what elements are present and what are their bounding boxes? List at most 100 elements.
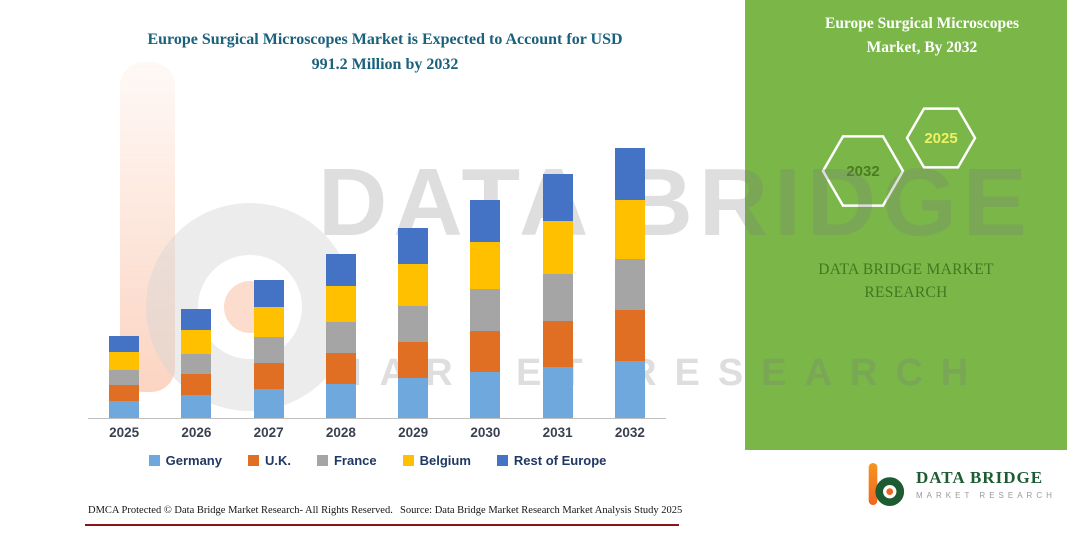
stacked-bar-2029	[398, 227, 429, 418]
bar-group-2026	[160, 309, 232, 418]
segment-germany-2026	[181, 395, 212, 418]
legend-swatch-u-k	[247, 455, 259, 466]
segment-belgium-2028	[325, 285, 356, 322]
dbmr-logo: DATA BRIDGE MARKET RESEARCH	[862, 460, 1056, 508]
segment-belgium-2026	[181, 329, 212, 354]
segment-rest-of-europe-2031	[542, 174, 573, 221]
x-axis-label-2029: 2029	[398, 425, 429, 440]
segment-rest-of-europe-2028	[325, 254, 356, 286]
segment-belgium-2030	[470, 241, 501, 290]
panel-title-line2: Market, By 2032	[866, 39, 978, 57]
segment-france-2027	[253, 336, 284, 363]
legend-label-france: France	[333, 453, 377, 468]
segment-u-k-2027	[253, 362, 284, 390]
stacked-bar-2028	[325, 254, 356, 418]
segment-belgium-2031	[542, 220, 573, 275]
legend-item-france: France	[316, 453, 377, 468]
segment-germany-2027	[253, 389, 284, 418]
segment-rest-of-europe-2029	[398, 227, 429, 264]
stacked-bar-chart	[88, 118, 666, 419]
bar-group-2031	[522, 174, 594, 418]
bar-group-2028	[305, 254, 377, 418]
segment-rest-of-europe-2032	[614, 148, 645, 200]
segment-u-k-2031	[542, 320, 573, 367]
legend-item-germany: Germany	[148, 453, 222, 468]
hexagon-2025	[905, 107, 977, 169]
panel-brand-text: DATA BRIDGE MARKET RESEARCH	[818, 261, 994, 302]
segment-france-2031	[542, 274, 573, 321]
legend-label-belgium: Belgium	[419, 453, 471, 468]
hexagon-badges: 2032 2025	[821, 107, 977, 207]
chart-title: Europe Surgical Microscopes Market is Ex…	[105, 28, 665, 78]
segment-rest-of-europe-2030	[470, 200, 501, 242]
dbmr-logo-text: DATA BRIDGE MARKET RESEARCH	[916, 468, 1056, 500]
x-axis-label-2025: 2025	[109, 425, 140, 440]
x-axis-label-2028: 2028	[325, 425, 356, 440]
legend-label-rest-of-europe: Rest of Europe	[513, 453, 607, 468]
segment-u-k-2029	[398, 341, 429, 378]
segment-u-k-2028	[325, 352, 356, 384]
legend-swatch-rest-of-europe	[496, 455, 508, 466]
legend-item-belgium: Belgium	[402, 453, 471, 468]
stacked-bar-2032	[614, 148, 645, 418]
segment-germany-2029	[398, 378, 429, 418]
footer-source-text: Source: Data Bridge Market Research Mark…	[400, 505, 683, 516]
segment-belgium-2027	[253, 306, 284, 337]
footer-dmca-text: DMCA Protected © Data Bridge Market Rese…	[88, 505, 393, 516]
x-axis-label-2026: 2026	[181, 425, 212, 440]
segment-u-k-2025	[109, 385, 140, 401]
logo-wordmark: DATA BRIDGE	[916, 468, 1044, 487]
bar-group-2029	[377, 227, 449, 418]
bar-group-2025	[88, 336, 160, 418]
bar-group-2027	[233, 280, 305, 418]
legend-label-germany: Germany	[165, 453, 222, 468]
legend-swatch-germany	[148, 455, 160, 466]
segment-france-2028	[325, 321, 356, 353]
segment-france-2030	[470, 289, 501, 331]
logo-tagline: MARKET RESEARCH	[916, 491, 1056, 500]
watermark-text-line1: DATA BRIDGE	[318, 149, 1033, 256]
segment-belgium-2025	[109, 351, 140, 370]
x-axis-label-2027: 2027	[253, 425, 284, 440]
segment-rest-of-europe-2025	[109, 336, 140, 352]
right-panel: Europe Surgical Microscopes Market, By 2…	[745, 0, 1067, 450]
watermark-b-logo-icon	[120, 62, 354, 411]
stacked-bar-2025	[109, 336, 140, 418]
x-axis-labels: 2025 2026 2027 2028 2029 2030 2031 2032	[88, 425, 666, 440]
x-axis-label-2032: 2032	[614, 425, 645, 440]
hexagon-2025-label: 2025	[924, 130, 957, 147]
footer-divider-line	[85, 524, 679, 526]
segment-u-k-2032	[614, 310, 645, 362]
panel-title-line1: Europe Surgical Microscopes	[824, 15, 1020, 32]
legend-item-rest-of-europe: Rest of Europe	[496, 453, 607, 468]
segment-germany-2032	[614, 361, 645, 418]
legend-item-u-k: U.K.	[247, 453, 291, 468]
segment-belgium-2029	[398, 263, 429, 306]
segment-belgium-2032	[614, 199, 645, 259]
segment-rest-of-europe-2026	[181, 309, 212, 330]
segment-france-2026	[181, 353, 212, 375]
bar-group-2030	[449, 200, 521, 418]
hexagon-2032-label: 2032	[846, 163, 879, 180]
x-axis-label-2030: 2030	[470, 425, 501, 440]
legend-label-u-k: U.K.	[264, 453, 291, 468]
legend-swatch-belgium	[402, 455, 414, 466]
segment-germany-2028	[325, 383, 356, 418]
segment-france-2025	[109, 369, 140, 386]
stacked-bar-2027	[253, 280, 284, 418]
chart-title-line2: 991.2 Million by 2032	[311, 55, 459, 73]
x-axis-label-2031: 2031	[542, 425, 573, 440]
stacked-bar-2026	[181, 309, 212, 418]
segment-rest-of-europe-2027	[253, 280, 284, 307]
segment-u-k-2026	[181, 374, 212, 396]
hexagon-2032	[821, 135, 905, 207]
stacked-bar-2031	[542, 174, 573, 418]
bar-group-2032	[594, 148, 666, 418]
segment-france-2029	[398, 305, 429, 342]
segment-france-2032	[614, 258, 645, 311]
segment-germany-2025	[109, 400, 140, 418]
segment-u-k-2030	[470, 330, 501, 373]
chart-legend: Germany U.K. France Belgium Rest of Europe	[55, 453, 700, 468]
segment-germany-2030	[470, 372, 501, 418]
